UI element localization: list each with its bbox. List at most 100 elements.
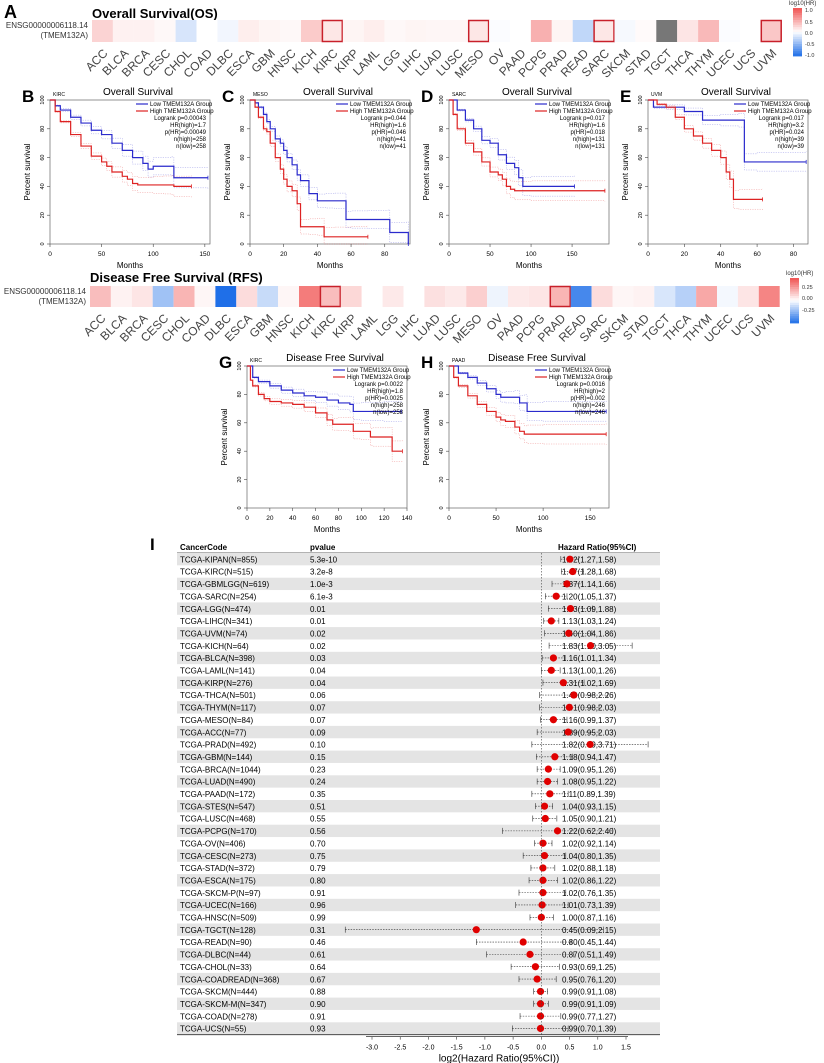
x-tick-label: 100: [526, 251, 537, 258]
p-value: 6.1e-3: [310, 592, 333, 601]
y-axis-label: Percent survival: [422, 143, 431, 200]
cancer-code: TCGA-SKCM(N=444): [180, 988, 257, 997]
x-tick-label: 140: [402, 515, 413, 522]
highlight-box: [321, 19, 344, 43]
panel-label: B: [22, 87, 34, 106]
hazard-ratio: 1.09(0.95,1.26): [562, 765, 617, 774]
hr-point: [540, 851, 549, 860]
cancer-label: PAAD: [452, 358, 466, 364]
cancer-code: TCGA-LIHC(N=341): [180, 617, 253, 626]
legend-swatch: [790, 305, 799, 308]
legend-tick: 0.00: [802, 296, 813, 302]
legend-label: Low TMEM132A Group: [347, 368, 410, 374]
cancer-code: TCGA-MESO(N=84): [180, 716, 253, 725]
heatmap-cell: [426, 20, 448, 42]
heatmap-cell: [614, 20, 636, 42]
cancer-code: TCGA-SKCM-P(N=97): [180, 889, 261, 898]
stat-text: n(low)=258: [373, 410, 404, 416]
y-tick-label: 0: [439, 506, 445, 509]
hazard-ratio: 1.42(1.27,1.58): [562, 555, 617, 564]
plot-frame: [647, 99, 809, 245]
heatmap-cell: [696, 286, 717, 307]
hazard-ratio: 1.01(0.73,1.39): [562, 901, 617, 910]
x-tick-label: 0.0: [536, 1045, 546, 1052]
stat-text: p(HR)=0.0025: [365, 396, 404, 402]
hazard-ratio: 1.18(0.94,1.47): [562, 753, 617, 762]
km-plot-h: H PAAD Disease Free Survival 0 20 40 60 80 100 0 5…: [421, 353, 613, 534]
legend-label: High TMEM132A Group: [150, 109, 214, 115]
legend-swatch: [793, 51, 802, 54]
heatmap-cell: [196, 20, 218, 42]
y-tick-label: 100: [439, 95, 445, 104]
stat-text: n(high)=258: [371, 403, 404, 409]
heatmap-cell: [154, 20, 176, 42]
x-tick-label: 60: [753, 251, 761, 258]
y-axis-label: Percent survival: [23, 143, 32, 200]
plot-title: Overall Survival: [103, 87, 173, 98]
cancer-code: TCGA-THYM(N=117): [180, 704, 256, 713]
x-axis-label: Months: [117, 261, 143, 270]
category-label: UVM: [749, 311, 778, 340]
x-tick-label: 20: [266, 515, 274, 522]
stat-text: Logrank p=0.0022: [354, 382, 403, 388]
cancer-code: TCGA-COADREAD(N=368): [180, 975, 280, 984]
hr-point: [540, 802, 549, 810]
stat-text: HR(high)=1.7: [170, 123, 207, 129]
p-value: 1.0e-3: [310, 580, 333, 589]
legend-tick: 0.5: [805, 20, 813, 26]
y-axis-label: Percent survival: [422, 408, 431, 465]
y-tick-label: 20: [439, 477, 445, 483]
legend-swatch: [793, 8, 802, 11]
hazard-ratio: 1.41(0.98,2.03): [562, 704, 617, 713]
km-plot-b: B KIRC Overall Survival 0 20 40 60 80 100 0 50 100 1…: [22, 87, 214, 270]
heatmap-cell: [361, 286, 383, 307]
hazard-ratio: 1.02(0.92,1.14): [562, 839, 617, 848]
p-value: 0.61: [310, 951, 326, 960]
x-tick-label: -2.5: [394, 1045, 406, 1052]
highlight-box: [593, 19, 615, 43]
y-tick-label: 20: [240, 212, 246, 218]
stat-text: Logrank p=0.017: [560, 116, 606, 122]
hr-point: [559, 679, 567, 687]
cancer-code: TCGA-STAD(N=372): [180, 864, 255, 873]
heatmap-cell: [340, 286, 362, 307]
y-tick-label: 40: [439, 448, 445, 454]
km-plot-c: C MESO Overall Survival 0 20 40 60 80 100 0 20 40 60…: [222, 87, 414, 270]
cancer-code: TCGA-UVM(N=74): [180, 629, 248, 638]
legend-swatch: [793, 46, 802, 50]
x-tick-label: 0: [48, 251, 52, 258]
hazard-ratio: 1.40(1.04,1.86): [562, 629, 617, 638]
legend-swatch: [793, 20, 802, 23]
column-header-hr: Hazard Ratio(95%CI): [558, 543, 637, 552]
cancer-label: UVM: [651, 92, 662, 98]
hr-point: [564, 728, 572, 736]
heatmap-cell: [635, 20, 657, 42]
highlight-box: [549, 285, 571, 308]
p-value: 0.23: [310, 765, 326, 774]
legend-swatch: [793, 27, 802, 30]
legend-label: High TMEM132A Group: [347, 375, 411, 381]
p-value: 0.90: [310, 1000, 326, 1009]
stat-text: HR(high)=2: [574, 389, 606, 395]
legend-swatch: [793, 32, 802, 35]
hr-point: [552, 592, 560, 600]
stat-text: n(high)=258: [174, 137, 207, 143]
legend-swatch: [790, 309, 799, 313]
hazard-ratio: 0.99(0.91,1.09): [562, 1000, 617, 1009]
x-tick-label: 1.5: [621, 1045, 631, 1052]
p-value: 0.51: [310, 802, 326, 811]
hazard-ratio: 0.87(0.51,1.49): [562, 951, 617, 960]
x-tick-label: 1.0: [593, 1045, 603, 1052]
legend-swatch: [793, 12, 802, 16]
legend-swatch: [790, 320, 799, 324]
heatmap-cell: [510, 20, 531, 42]
hazard-ratio: 1.39(0.95,2.03): [562, 728, 617, 737]
hr-point: [563, 580, 571, 588]
heatmap-cell: [508, 286, 529, 307]
y-tick-label: 100: [237, 361, 243, 370]
legend-swatch: [793, 24, 802, 28]
p-value: 0.55: [310, 815, 326, 824]
stat-text: Logrank p=0.00043: [154, 116, 207, 122]
y-tick-label: 0: [40, 242, 46, 245]
legend-swatch: [793, 41, 802, 45]
